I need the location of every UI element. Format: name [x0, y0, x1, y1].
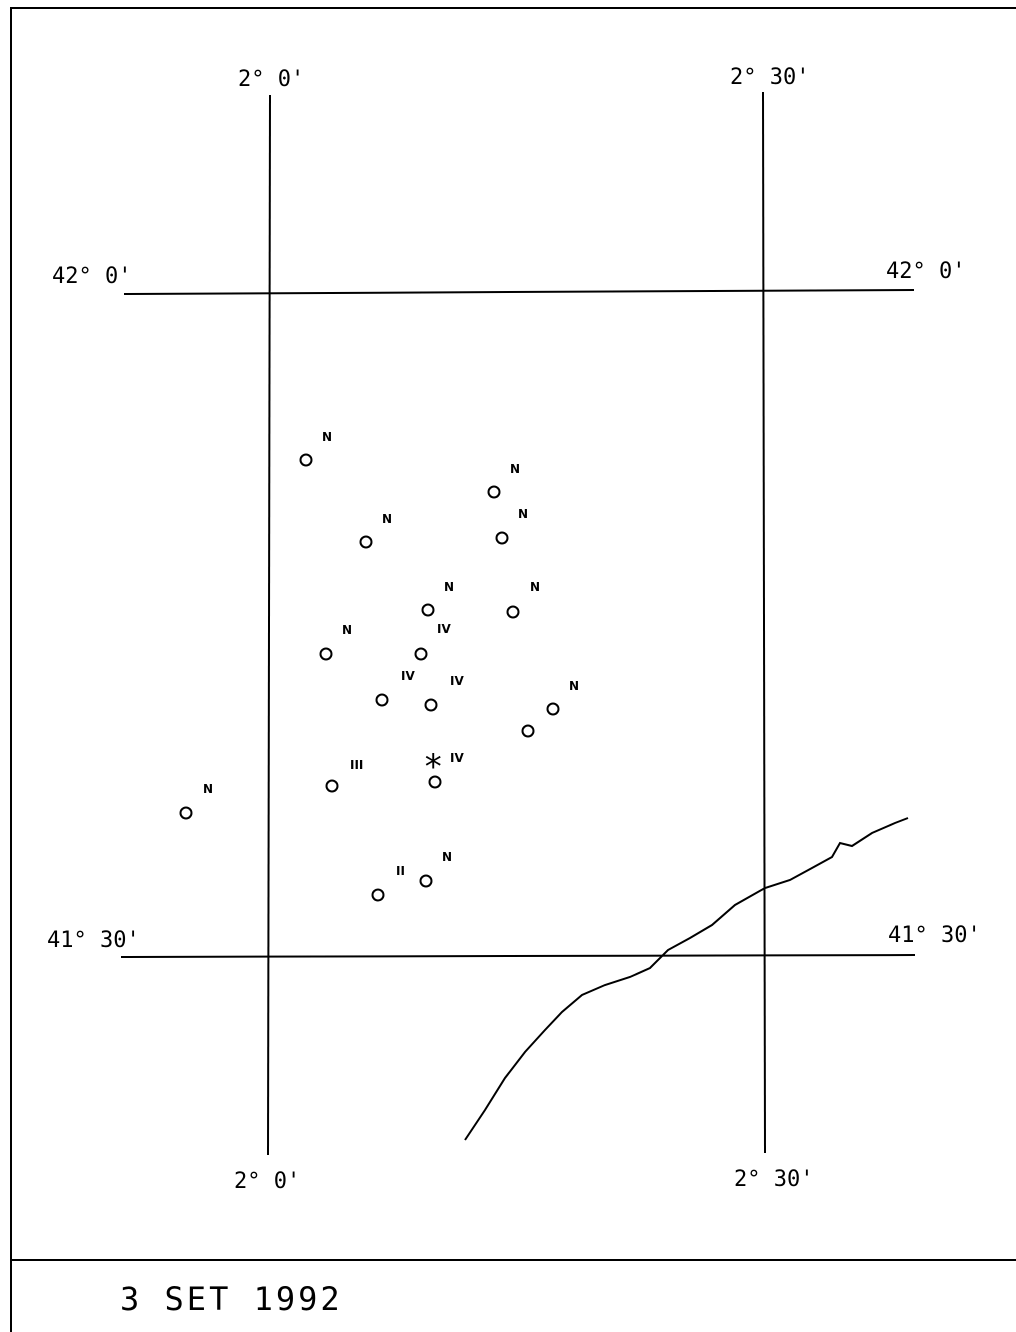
- observation-intensity: N: [342, 623, 352, 637]
- observation-marker: [421, 603, 435, 617]
- observation-marker: [325, 779, 339, 793]
- observation-point: N: [419, 850, 452, 888]
- label-lat-41-30-left: 41° 30': [47, 928, 140, 953]
- observation-point: N: [521, 679, 579, 738]
- observation-marker: [495, 531, 509, 545]
- meridian-2-30: [762, 91, 766, 1154]
- observation-point: IV: [375, 669, 415, 707]
- meridian-2-0: [267, 94, 271, 1156]
- observation-intensity: IV: [437, 622, 451, 636]
- observation-intensity: N: [530, 580, 540, 594]
- observation-intensity: N: [382, 512, 392, 526]
- observation-intensity: II: [396, 864, 405, 878]
- map-date: 3 SET 1992: [120, 1280, 343, 1318]
- parallel-42-0: [123, 289, 915, 295]
- observation-marker: [424, 698, 438, 712]
- parallel-41-30: [120, 954, 916, 958]
- observation-point: N: [421, 580, 454, 617]
- observation-marker: [506, 605, 520, 619]
- observation-point: IV: [424, 674, 464, 712]
- observation-marker: [371, 888, 385, 902]
- observation-point: III: [325, 758, 363, 793]
- label-lat-42-0-left: 42° 0': [52, 264, 131, 289]
- observation-point: N: [299, 430, 332, 467]
- observation-intensity: N: [322, 430, 332, 444]
- label-lon-2-0-bottom: 2° 0': [234, 1169, 300, 1194]
- observation-marker: [414, 647, 428, 661]
- observation-intensity: N: [444, 580, 454, 594]
- observation-marker: [299, 453, 313, 467]
- observation-point: N: [179, 782, 213, 820]
- observation-marker: [521, 724, 535, 738]
- epicenter-observation-marker: [428, 775, 442, 789]
- observation-marker: [319, 647, 333, 661]
- observation-point: II: [371, 864, 405, 902]
- observation-marker: [359, 535, 373, 549]
- coastline: [464, 817, 909, 1141]
- label-lat-42-0-right: 42° 0': [886, 259, 965, 284]
- observation-marker: [419, 874, 433, 888]
- label-lat-41-30-right: 41° 30': [888, 923, 981, 948]
- observation-intensity: N: [569, 679, 579, 693]
- observation-intensity: IV: [401, 669, 415, 683]
- observation-point: N: [319, 623, 352, 661]
- epicenter-intensity-label: IV: [450, 751, 464, 765]
- observation-intensity: III: [350, 758, 363, 772]
- label-lon-2-30-top: 2° 30': [730, 65, 809, 90]
- observation-intensity: N: [518, 507, 528, 521]
- observation-marker: [375, 693, 389, 707]
- observation-point: N: [495, 507, 528, 545]
- label-lon-2-0-top: 2° 0': [238, 67, 304, 92]
- observation-intensity: N: [442, 850, 452, 864]
- observation-point: N: [506, 580, 540, 619]
- observation-intensity: N: [510, 462, 520, 476]
- observation-marker: [179, 806, 193, 820]
- observation-point: IV: [414, 622, 451, 661]
- observation-intensity: N: [203, 782, 213, 796]
- observation-point: N: [487, 462, 520, 499]
- observation-point: N: [359, 512, 392, 549]
- observation-intensity: IV: [450, 674, 464, 688]
- observation-marker: [487, 485, 501, 499]
- label-lon-2-30-bottom: 2° 30': [734, 1167, 813, 1192]
- observation-marker: [546, 702, 560, 716]
- map-frame: [10, 7, 1016, 1332]
